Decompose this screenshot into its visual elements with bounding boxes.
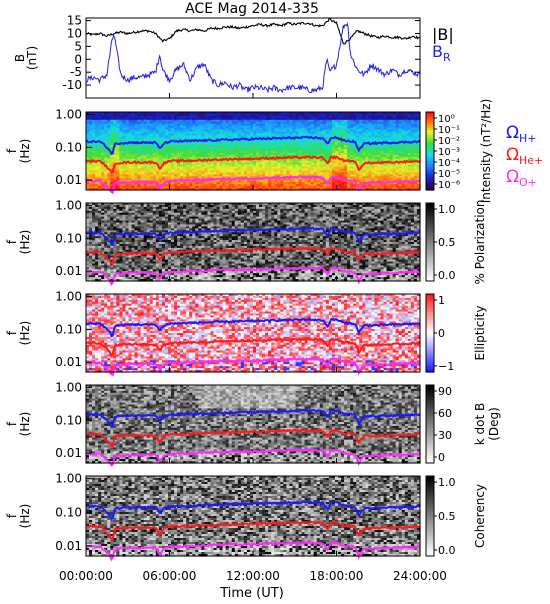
colorbar-tick-label: 10⁻⁶ xyxy=(438,180,460,191)
colorbar-tick-label: 10⁻³ xyxy=(438,147,460,158)
intensity-panel: 1.00 0.10 0.01 f(Hz) 10⁰10⁻¹10⁻²10⁻³10⁻⁴10⁻⁵… xyxy=(5,99,543,204)
y-tick-label: 0 xyxy=(74,52,82,66)
figure-title: ACE Mag 2014-335 xyxy=(185,1,319,17)
colorbar-tick-label: 10⁻⁴ xyxy=(438,158,460,169)
y-tick-label: 1.00 xyxy=(55,108,82,122)
colorbar-tick-label: 10⁻² xyxy=(438,136,460,147)
y-tick-label: -5 xyxy=(70,65,82,79)
y-tick-label: 5 xyxy=(74,39,82,53)
y-tick-label: 15 xyxy=(67,14,82,28)
y-tick-label: 0.01 xyxy=(55,173,82,187)
y-tick-label: 0.10 xyxy=(55,140,82,154)
y-tick-label: -10 xyxy=(62,78,82,92)
legend-label-b-r: BR xyxy=(432,42,451,64)
polarization-panel: 1.000.100.01f(Hz)1.00.50.0% Polarization xyxy=(5,199,487,285)
y-tick-label: 10 xyxy=(67,26,82,40)
legend-omega-h: ΩH+ xyxy=(506,123,537,145)
colorbar-tick-label: 10⁰ xyxy=(438,114,455,125)
colorbar-label: Intensity (nT²/Hz) xyxy=(479,99,493,204)
colorbar-tick-label: 10⁻⁵ xyxy=(438,169,460,180)
legend-omega-he: ΩHe+ xyxy=(506,145,543,167)
legend-omega-o: ΩO+ xyxy=(506,167,537,189)
colorbar-tick-label: 10⁻¹ xyxy=(438,125,460,136)
y-axis-label: f(Hz) xyxy=(5,139,32,164)
y-axis-label: B(nT) xyxy=(13,46,39,70)
